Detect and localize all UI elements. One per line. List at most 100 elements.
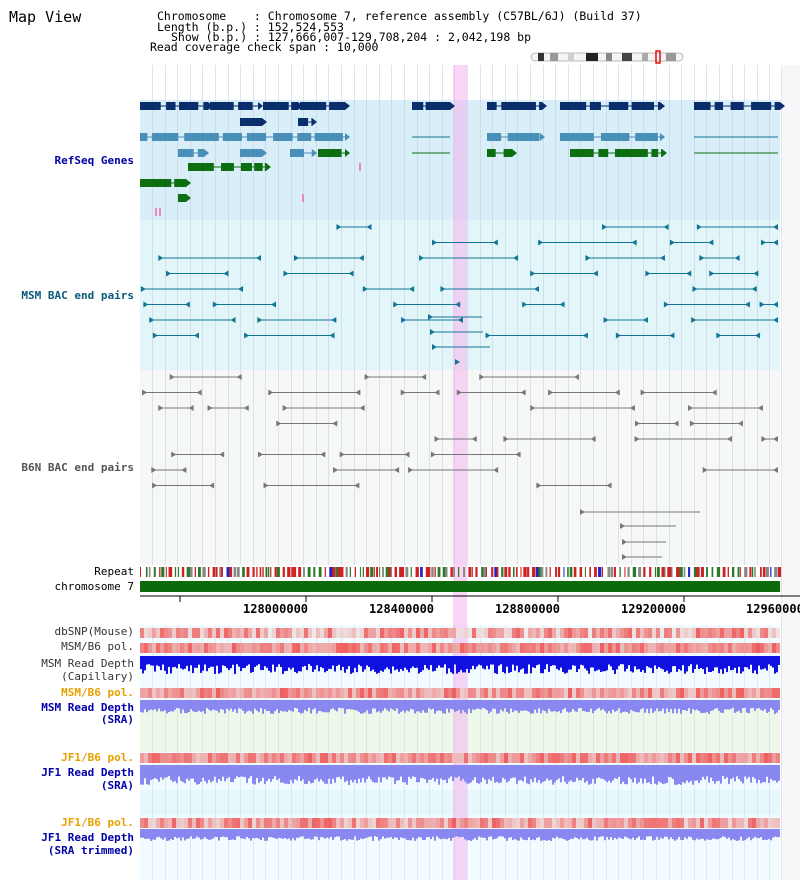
- depth-bar[interactable]: [656, 765, 658, 785]
- b6n-bac-pair-end[interactable]: [515, 451, 521, 458]
- heat-cell[interactable]: [436, 753, 440, 763]
- heat-cell[interactable]: [280, 688, 284, 698]
- depth-bar[interactable]: [724, 765, 726, 779]
- depth-bar[interactable]: [484, 656, 486, 670]
- depth-bar[interactable]: [402, 765, 404, 783]
- depth-bar[interactable]: [692, 656, 694, 673]
- repeat-element[interactable]: [189, 567, 193, 577]
- msm-bac-pair-end[interactable]: [603, 317, 609, 323]
- repeat-element[interactable]: [434, 567, 436, 577]
- depth-bar[interactable]: [608, 700, 610, 712]
- depth-bar[interactable]: [766, 700, 768, 713]
- heat-cell[interactable]: [304, 643, 308, 653]
- depth-bar[interactable]: [216, 700, 218, 711]
- depth-bar[interactable]: [366, 829, 368, 838]
- depth-bar[interactable]: [676, 656, 678, 672]
- heat-cell[interactable]: [520, 818, 524, 828]
- depth-bar[interactable]: [774, 700, 776, 714]
- repeat-element[interactable]: [340, 567, 344, 577]
- b6n-bac-pair-end[interactable]: [171, 451, 177, 458]
- depth-bar[interactable]: [458, 829, 460, 838]
- b6n-bac-pair-end[interactable]: [640, 389, 646, 396]
- depth-bar[interactable]: [750, 700, 752, 709]
- heat-cell[interactable]: [508, 688, 512, 698]
- gene-exon[interactable]: [290, 149, 305, 157]
- repeat-element[interactable]: [298, 567, 302, 577]
- heat-cell[interactable]: [772, 628, 776, 638]
- depth-bar[interactable]: [564, 656, 566, 674]
- depth-bar[interactable]: [292, 656, 294, 668]
- depth-bar[interactable]: [506, 656, 508, 667]
- depth-bar[interactable]: [298, 829, 300, 838]
- depth-bar[interactable]: [196, 656, 198, 668]
- depth-bar[interactable]: [664, 656, 666, 672]
- heat-cell[interactable]: [544, 643, 548, 653]
- heat-cell[interactable]: [288, 753, 292, 763]
- heat-cell[interactable]: [380, 628, 384, 638]
- heat-cell[interactable]: [392, 818, 396, 828]
- depth-bar[interactable]: [266, 656, 268, 668]
- heat-cell[interactable]: [196, 753, 200, 763]
- heat-cell[interactable]: [528, 688, 532, 698]
- depth-bar[interactable]: [694, 829, 696, 841]
- heat-cell[interactable]: [384, 643, 388, 653]
- repeat-element[interactable]: [754, 567, 756, 577]
- depth-bar[interactable]: [764, 829, 766, 840]
- depth-bar[interactable]: [212, 656, 214, 667]
- depth-bar[interactable]: [532, 656, 534, 668]
- heat-cell[interactable]: [408, 688, 412, 698]
- depth-bar[interactable]: [310, 656, 312, 666]
- heat-cell[interactable]: [220, 688, 224, 698]
- depth-bar[interactable]: [210, 829, 212, 840]
- msm-bac-pair-end[interactable]: [440, 286, 446, 292]
- heat-cell[interactable]: [448, 753, 452, 763]
- depth-bar[interactable]: [552, 829, 554, 838]
- depth-bar[interactable]: [456, 829, 458, 837]
- heat-cell[interactable]: [380, 688, 384, 698]
- depth-bar[interactable]: [142, 765, 144, 785]
- depth-bar[interactable]: [702, 829, 704, 839]
- depth-bar[interactable]: [776, 829, 778, 838]
- depth-bar[interactable]: [354, 829, 356, 837]
- heat-cell[interactable]: [184, 628, 188, 638]
- heat-cell[interactable]: [656, 628, 660, 638]
- depth-bar[interactable]: [762, 765, 764, 783]
- heat-cell[interactable]: [648, 818, 652, 828]
- heat-cell[interactable]: [684, 818, 688, 828]
- depth-bar[interactable]: [262, 700, 264, 714]
- heat-cell[interactable]: [768, 818, 772, 828]
- heat-cell[interactable]: [388, 753, 392, 763]
- repeat-element[interactable]: [579, 567, 583, 577]
- depth-bar[interactable]: [262, 656, 264, 671]
- depth-bar[interactable]: [492, 765, 494, 777]
- depth-bar[interactable]: [296, 700, 298, 709]
- msm-bac-pair-end[interactable]: [393, 301, 399, 308]
- heat-cell[interactable]: [608, 643, 612, 653]
- heat-cell[interactable]: [588, 688, 592, 698]
- depth-bar[interactable]: [162, 656, 164, 665]
- depth-bar[interactable]: [554, 829, 556, 839]
- depth-bar[interactable]: [380, 829, 382, 840]
- depth-bar[interactable]: [254, 829, 256, 839]
- heat-cell[interactable]: [436, 628, 440, 638]
- heat-cell[interactable]: [408, 818, 412, 828]
- heat-cell[interactable]: [440, 643, 444, 653]
- b6n-bac-pair-end[interactable]: [773, 436, 778, 442]
- depth-bar[interactable]: [418, 829, 420, 837]
- heat-cell[interactable]: [508, 753, 512, 763]
- msm-bac-pair-end[interactable]: [366, 224, 372, 230]
- depth-bar[interactable]: [670, 829, 672, 838]
- heat-cell[interactable]: [632, 643, 636, 653]
- depth-bar[interactable]: [328, 656, 330, 669]
- heat-cell[interactable]: [560, 628, 564, 638]
- depth-bar[interactable]: [452, 765, 454, 782]
- heat-cell[interactable]: [516, 688, 520, 698]
- heat-cell[interactable]: [748, 753, 752, 763]
- msm-read-depth-capillary[interactable]: [140, 656, 780, 674]
- depth-bar[interactable]: [650, 829, 652, 837]
- heat-cell[interactable]: [316, 628, 320, 638]
- depth-bar[interactable]: [358, 765, 360, 779]
- depth-bar[interactable]: [316, 829, 318, 837]
- b6n-bac-pair-end[interactable]: [142, 389, 148, 396]
